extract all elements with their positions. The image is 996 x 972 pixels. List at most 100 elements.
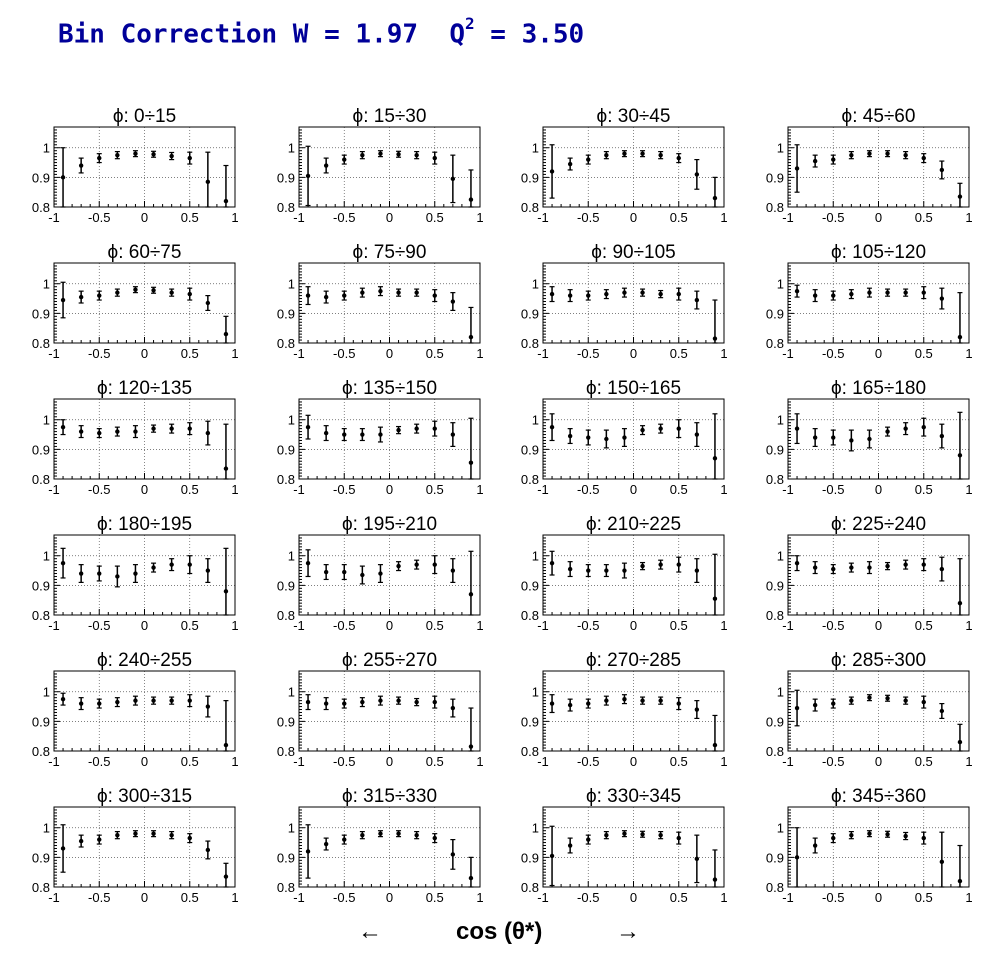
y-tick-label: 0.9 [766, 850, 784, 865]
panel-title: ϕ: 165÷180 [831, 378, 926, 399]
x-axis-footer: ← cos (θ*) → [0, 918, 996, 958]
x-tick-label: 0.5 [915, 482, 933, 497]
x-tick-label: -1 [782, 890, 794, 905]
data-point [468, 334, 474, 340]
data-point [342, 432, 347, 437]
data-point [812, 435, 818, 440]
data-point [133, 698, 138, 703]
x-tick-label: -1 [48, 210, 60, 225]
data-point [885, 696, 890, 701]
data-point [604, 436, 609, 442]
data-point [432, 699, 437, 705]
x-tick-label: 0 [875, 210, 882, 225]
data-point [60, 297, 66, 303]
y-tick-label: 0.8 [277, 472, 295, 487]
data-point [694, 856, 700, 862]
x-tick-label: 1 [231, 482, 238, 497]
data-point [78, 294, 84, 300]
data-point [60, 696, 66, 702]
title-superscript: 2 [465, 14, 475, 33]
y-tick-label: 0.8 [277, 744, 295, 759]
data-point [60, 424, 66, 430]
data-point [849, 565, 854, 570]
arrow-right-icon: → [616, 918, 640, 945]
data-point [360, 290, 365, 295]
data-point [676, 155, 681, 161]
data-point [812, 293, 818, 298]
x-tick-label: 0 [386, 890, 393, 905]
y-tick-label: 1 [43, 277, 50, 292]
data-point [640, 290, 645, 295]
x-tick-label: -1 [48, 618, 60, 633]
x-tick-label: 0 [386, 754, 393, 769]
data-point [115, 429, 120, 434]
x-tick-label: -1 [537, 890, 549, 905]
x-tick-label: -0.5 [577, 346, 599, 361]
x-tick-label: 1 [965, 346, 972, 361]
x-tick-label: 1 [965, 210, 972, 225]
data-point [414, 562, 419, 567]
panel-title: ϕ: 0÷15 [113, 106, 176, 127]
x-tick-label: -1 [293, 210, 305, 225]
y-tick-label: 0.9 [766, 442, 784, 457]
x-tick-label: 0 [141, 890, 148, 905]
y-tick-label: 0.8 [32, 472, 50, 487]
x-tick-label: -0.5 [577, 482, 599, 497]
y-tick-label: 1 [777, 413, 784, 428]
x-tick-label: -0.5 [822, 890, 844, 905]
data-point [586, 701, 591, 706]
x-tick-label: 1 [965, 618, 972, 633]
x-tick-label: -1 [48, 754, 60, 769]
data-point [115, 699, 120, 705]
data-point [831, 293, 836, 298]
data-point [360, 699, 365, 705]
data-point [151, 831, 156, 836]
data-point [567, 843, 573, 848]
x-tick-label: 0.5 [670, 482, 688, 497]
data-point [586, 157, 591, 162]
y-tick-label: 0.8 [277, 336, 295, 351]
data-point [622, 290, 627, 295]
y-tick-label: 1 [532, 277, 539, 292]
data-point [903, 698, 908, 703]
x-tick-label: -1 [48, 346, 60, 361]
x-tick-label: 0.5 [181, 618, 199, 633]
data-point [712, 456, 718, 461]
y-tick-label: 0.8 [521, 200, 539, 215]
data-point [921, 699, 926, 705]
data-point [549, 424, 555, 430]
x-tick-label: 0 [386, 482, 393, 497]
panel-title: ϕ: 240÷255 [97, 650, 192, 671]
y-tick-label: 0.9 [521, 714, 539, 729]
x-tick-label: 1 [720, 618, 727, 633]
y-tick-label: 0.8 [766, 200, 784, 215]
data-point [78, 701, 84, 706]
y-tick-label: 1 [532, 549, 539, 564]
y-tick-label: 0.9 [766, 578, 784, 593]
data-point [223, 742, 229, 748]
x-tick-label: 0.5 [426, 346, 444, 361]
data-point [622, 568, 627, 573]
x-tick-label: -1 [782, 754, 794, 769]
data-point [676, 562, 681, 567]
x-tick-label: 1 [231, 754, 238, 769]
data-point [360, 832, 365, 838]
x-tick-label: 0.5 [426, 890, 444, 905]
y-tick-label: 0.8 [766, 472, 784, 487]
y-tick-label: 0.9 [277, 170, 295, 185]
data-point [115, 832, 120, 838]
x-tick-label: -1 [48, 890, 60, 905]
x-tick-label: 0.5 [670, 890, 688, 905]
data-point [676, 701, 681, 706]
data-point [187, 562, 192, 567]
y-tick-label: 0.9 [32, 170, 50, 185]
x-tick-label: 1 [720, 890, 727, 905]
data-point [169, 426, 174, 431]
data-point [205, 704, 211, 709]
data-point [468, 744, 474, 749]
x-tick-label: 0.5 [670, 754, 688, 769]
data-point [60, 846, 66, 851]
x-tick-label: -0.5 [577, 890, 599, 905]
data-point [694, 172, 700, 177]
data-point [812, 158, 818, 164]
